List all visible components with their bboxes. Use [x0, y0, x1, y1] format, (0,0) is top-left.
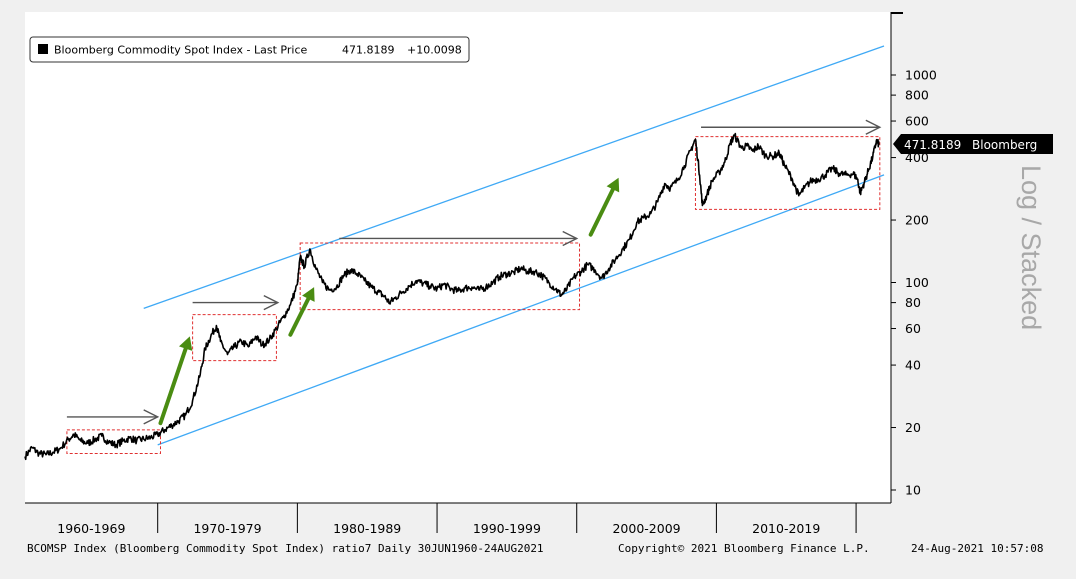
range-box — [192, 314, 277, 362]
price-series-line — [24, 132, 880, 461]
x-category-label: 1970-1979 — [193, 521, 261, 536]
y-tick-label: 10 — [905, 483, 921, 498]
up-arrow-shaft — [588, 187, 615, 237]
y-tick-label: 80 — [905, 295, 921, 310]
y-tick-label: 600 — [905, 114, 929, 129]
flat-arrow-head — [865, 119, 882, 135]
x-axis-labels: 1960-1969 1970-1979 1980-1989 1990-1999 2000… — [57, 503, 857, 536]
last-price-tag-value: 471.8189 — [904, 138, 961, 152]
y-tick-label: 1000 — [905, 68, 937, 83]
legend-change: +10.0098 — [407, 44, 462, 57]
scale-mode-label: Log / Stacked — [1016, 165, 1046, 330]
up-arrow-head — [302, 287, 315, 302]
last-price-tag-shape — [893, 134, 1053, 154]
up-arrow-head — [179, 336, 193, 351]
x-category-label: 1990-1999 — [473, 521, 541, 536]
up-arrow-shaft — [288, 296, 311, 337]
range-box — [299, 242, 581, 311]
y-tick-label: 20 — [905, 420, 921, 435]
flat-arrow-head — [562, 230, 579, 247]
y-tick-label: 40 — [905, 358, 921, 373]
flat-arrows — [66, 119, 882, 425]
flat-arrow-head — [143, 409, 160, 425]
x-category-label: 2000-2009 — [612, 521, 680, 536]
legend-last-price: 471.8189 — [342, 44, 395, 57]
up-arrows — [158, 177, 620, 426]
flat-arrow-head — [263, 294, 280, 311]
up-arrow-head — [606, 177, 620, 193]
legend: Bloomberg Commodity Spot Index - Last Pr… — [29, 36, 470, 63]
y-tick-label: 200 — [905, 213, 929, 228]
range-box — [694, 136, 881, 210]
legend-frame — [29, 36, 470, 63]
channel-line-lower — [157, 174, 885, 446]
y-tick-label: 60 — [905, 321, 921, 336]
trend-channel — [143, 45, 885, 446]
plot-area — [25, 12, 891, 503]
legend-label: Bloomberg Commodity Spot Index - Last Pr… — [54, 44, 307, 57]
last-price-tag: 471.8189 Bloomberg — [893, 134, 1053, 154]
x-category-label: 1980-1989 — [333, 521, 401, 536]
up-arrow-shaft — [158, 346, 188, 426]
y-tick-label: 100 — [905, 275, 929, 290]
channel-line-upper — [143, 45, 885, 310]
x-category-label: 1960-1969 — [57, 521, 125, 536]
last-price-tag-source: Bloomberg — [972, 138, 1037, 152]
legend-swatch — [38, 44, 48, 54]
footer-timestamp: 24-Aug-2021 10:57:08 — [911, 542, 1043, 555]
x-category-label: 2010-2019 — [752, 521, 820, 536]
y-tick-label: 800 — [905, 88, 929, 103]
footer-security-info: BCOMSP Index (Bloomberg Commodity Spot I… — [27, 542, 544, 555]
footer-copyright: Copyright© 2021 Bloomberg Finance L.P. — [618, 542, 870, 555]
